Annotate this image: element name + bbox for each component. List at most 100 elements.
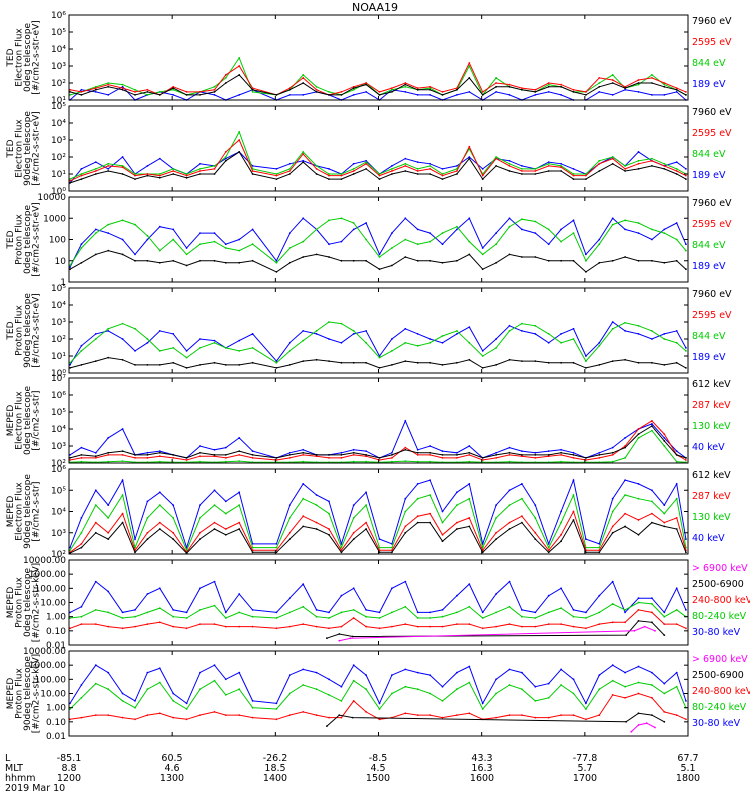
panel-1-series-3-point (365, 82, 367, 84)
panel-8-series-1-point (288, 674, 291, 676)
panel-1-series-4-point (624, 87, 626, 89)
panel-6-series-3-point (80, 543, 83, 545)
panel-6-series-4-point (134, 551, 136, 554)
panel-7-series-1-point (365, 609, 367, 611)
panel-6-series-3-point (94, 521, 97, 524)
panel-7-series-5 (339, 626, 656, 642)
panel-7-series-3-point (456, 623, 458, 625)
panel-8-series-4-point (326, 725, 328, 727)
panel-7-ytick-label: 100.00 (35, 584, 67, 594)
panel-4-series-3-point (352, 361, 355, 364)
panel-2-ytick-label: 10⁴ (51, 119, 66, 129)
panel-2-series-4-point (624, 170, 626, 172)
panel-8-ylabel-line: 90deg telescope (23, 656, 33, 731)
panel-3-series-1-point (456, 228, 458, 231)
panel-2-series-4-point (468, 157, 471, 160)
panel-5-series-1-point (302, 448, 305, 451)
panel-6-series-1-point (365, 491, 367, 494)
panel-1-series-2-point (224, 77, 227, 79)
panel-5-series-2-point (199, 460, 201, 463)
panel-1-series-2-point (651, 74, 653, 76)
panel-4-series-3-point (637, 361, 640, 364)
panel-1-series-2-point (172, 88, 175, 91)
panel-2-series-4-point (651, 165, 653, 167)
panel-2-series-4-point (315, 173, 318, 175)
panel-4-ylabel-line: TED (6, 321, 16, 340)
panel-5-series-3-point (275, 459, 278, 461)
panel-2-series-1-point (158, 157, 161, 160)
panel-8-series-2-point (172, 700, 175, 702)
panel-1-series-3-point (251, 87, 254, 89)
panel-2-series-3-point (685, 174, 687, 177)
panel-1-series-3-point (69, 88, 71, 91)
panel-4-series-1-point (585, 355, 587, 357)
panel-5-series-3-point (495, 457, 497, 459)
panel-2-series-3-point (637, 162, 640, 165)
panel-5-series-1-point (365, 450, 367, 452)
panel-6-series-3-point (107, 531, 110, 534)
panel-7-series-3-point (134, 625, 136, 628)
panel-4-series-3-point (611, 360, 614, 362)
panel-4-series-1-point (560, 333, 562, 335)
panel-6-series-4-point (560, 540, 562, 543)
panel-8-legend-entry: > 6900 keV (692, 654, 748, 665)
panel-1-series-4-point (352, 87, 355, 89)
panel-2-series-4-point (213, 173, 216, 175)
panel-5-series-3-point (651, 420, 653, 422)
panel-2-series-2-point (391, 168, 393, 170)
panel-6-series-2-point (224, 512, 227, 515)
panel-4-series-1-point (651, 338, 653, 340)
panel-4-legend-entry: 844 eV (692, 331, 726, 342)
panel-5-series-3-point (224, 457, 227, 459)
panel-6-series-4-point (328, 533, 330, 536)
panel-6-series-2-point (146, 517, 149, 519)
panel-4-series-2-point (429, 341, 431, 344)
panel-3-series-2-point (481, 253, 484, 256)
panel-2-series-4-point (185, 176, 188, 179)
panel-8-series-2-point (238, 688, 241, 691)
panel-3-series-3-point (572, 259, 575, 262)
panel-1-series-2-point (251, 91, 254, 93)
panel-7-series-1-point (94, 580, 97, 583)
panel-3-series-3-point (651, 259, 653, 262)
panel-2-series-2-point (585, 173, 587, 175)
panel-1-series-2-point (315, 85, 318, 88)
panel-6-series-4-point (468, 525, 471, 528)
panel-6-series-2-point (80, 531, 83, 534)
panel-7-series-2-point (534, 617, 537, 619)
panel-8-series-5-point (654, 726, 656, 729)
panel-5-series-3-point (429, 454, 431, 456)
panel-8-series-3-point (69, 718, 71, 721)
panel-8-series-5-point (637, 724, 640, 726)
panel-2-series-1-point (481, 168, 484, 170)
panel-2-series-3-point (416, 170, 419, 172)
panel-4-series-2-point (288, 350, 291, 352)
panel-8-series-1-point (158, 667, 161, 670)
panel-5-ytick-label: 10⁶ (51, 391, 66, 401)
panel-7-series-3-point (585, 627, 587, 630)
panel-5-series-1-point (340, 451, 343, 454)
panel-1-series-4-point (391, 91, 393, 93)
panel-7-series-1-point (352, 587, 355, 590)
panel-3-series-1-point (391, 232, 393, 235)
panel-1-series-4-point (416, 88, 419, 91)
panel-6-series-1-point (598, 543, 601, 545)
panel-2-series-2-point (572, 173, 575, 175)
panel-5-series-4-point (107, 451, 110, 454)
panel-3-series-1-point (238, 238, 241, 241)
panel-6-series-4-point (624, 525, 626, 528)
panel-4-series-1-point (675, 330, 678, 332)
panel-2-series-1-point (685, 168, 687, 170)
panel-7-series-2-point (275, 617, 278, 619)
panel-1-series-1-point (651, 94, 653, 96)
panel-1-series-1-point (94, 91, 97, 93)
panel-8-series-3-point (416, 714, 419, 716)
panel-8-series-2-point (508, 684, 511, 686)
panel-4-series-3-point (251, 361, 254, 364)
panel-5-series-4-point (495, 454, 497, 456)
panel-5-ylabel-line: 0deg telescope (23, 386, 33, 456)
panel-8-series-1-point (224, 678, 227, 681)
panel-3-series-2-point (391, 247, 393, 249)
panel-2-series-1-point (121, 156, 124, 158)
panel-6-legend-entry: 287 keV (692, 491, 731, 502)
